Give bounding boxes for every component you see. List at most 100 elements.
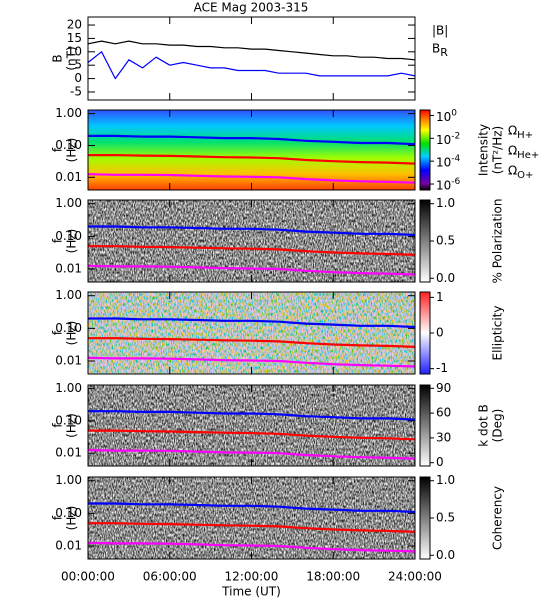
spectrogram-texture [88,200,415,282]
spectrogram-background [88,292,415,374]
y-axis-label: (Hz) [65,138,79,163]
data-line [87,356,416,368]
data-line [88,317,416,329]
plot-frame [87,199,416,283]
legend-entry: BR [432,42,448,59]
colorbar-tick-label: 30 [436,430,451,444]
colorbar-tick-label: 90 [436,381,451,395]
colorbar [419,384,431,467]
y-tick-label: 1.00 [55,196,82,210]
subscript: O+ [517,170,533,181]
y-tick-label: 0.10 [55,506,82,520]
colorbar-tick-label: 10-2 [436,132,460,147]
data-line [88,337,416,348]
data-line [87,173,416,184]
plot-frame [87,384,416,467]
legend-entry: ΩO+ [508,164,533,181]
colorbar-tick-label: 1 [436,290,444,304]
spectrogram-texture [88,477,415,559]
data-line [87,448,416,460]
y-tick-label: 0.10 [55,413,82,427]
plot-frame [87,476,416,560]
superscript: -2 [451,132,460,142]
x-axis-label: Time (UT) [221,585,281,599]
data-line [88,245,416,256]
y-tick-label: 15 [67,31,82,45]
colorbar [419,109,431,191]
colorbar-label: Coherency [491,486,505,550]
legend-entry: ΩHe+ [508,144,539,161]
y-axis-label: (Hz) [65,506,79,531]
x-tick-label: 00:00:00 [61,570,115,584]
y-tick-label: 0 [74,71,82,85]
colorbar-tick-label: 0.0 [436,548,455,562]
y-axis-label: B [51,54,65,62]
y-axis-label: f [51,423,65,428]
y-axis-label: f [51,238,65,243]
y-axis-label: f [51,147,65,152]
subscript: R [440,46,448,59]
data-line [88,502,416,514]
y-axis-label: f [51,515,65,520]
y-tick-label: 0.01 [55,446,82,460]
colorbar [419,476,431,560]
y-tick-label: 0.10 [55,321,82,335]
colorbar-label: (nT²/Hz) [491,126,505,174]
y-axis-label: (nT) [65,46,79,70]
y-tick-label: 0.01 [55,262,82,276]
colorbar [419,199,431,283]
colorbar-label: Ellipticity [491,306,505,361]
colorbar-tick-label: 100 [436,109,457,124]
superscript: -6 [451,177,460,187]
data-line [87,264,416,276]
spectrogram-texture [88,385,415,466]
colorbar-tick-label: 0.5 [436,511,455,525]
x-tick-label: 06:00:00 [143,570,197,584]
data-line [88,410,416,421]
legend-entry: ΩH+ [508,124,533,141]
y-tick-label: 0.01 [55,354,82,368]
colorbar-tick-label: -1 [436,361,448,375]
y-axis-label: f [51,330,65,335]
data-line [87,541,416,553]
plot-frame [87,16,416,101]
data-line [87,51,416,80]
colorbar-tick-label: 0 [436,326,444,340]
y-tick-label: -5 [70,84,82,98]
colorbar-tick-label: 60 [436,406,451,420]
y-axis-label: (Hz) [65,413,79,438]
plot-frame [87,291,416,375]
superscript: 0 [451,109,457,119]
data-line [88,154,416,165]
y-tick-label: 0.01 [55,539,82,553]
colorbar-label: Intensity [477,124,491,176]
spectrogram-background [88,110,415,190]
y-tick-label: 5 [74,58,82,72]
y-axis-label: (Hz) [65,321,79,346]
colorbar-tick-label: 1.0 [436,196,455,210]
data-line [88,225,416,237]
colorbar-tick-label: 0.5 [436,234,455,248]
data-line [87,40,416,61]
subscript: He+ [517,150,539,161]
y-axis-label: (Hz) [65,229,79,254]
colorbar-tick-label: 1.0 [436,473,455,487]
colorbar-tick-label: 10-4 [436,155,461,170]
data-line [88,429,416,441]
y-tick-label: 20 [67,18,82,32]
colorbar-label: k dot B [477,404,491,446]
y-tick-label: 0.10 [55,138,82,152]
data-line [88,522,416,533]
x-tick-label: 12:00:00 [225,570,279,584]
colorbar-tick-label: 0.0 [436,271,455,285]
colorbar-tick-label: 0 [436,455,444,469]
x-tick-label: 24:00:00 [388,570,442,584]
y-tick-label: 0.10 [55,229,82,243]
y-tick-label: 1.00 [55,288,82,302]
y-tick-label: 1.00 [55,381,82,395]
y-tick-label: 10 [67,44,82,58]
colorbar-tick-label: 10-6 [436,177,461,192]
chart-title: ACE Mag 2003-315 [194,1,309,15]
y-tick-label: 1.00 [55,106,82,120]
